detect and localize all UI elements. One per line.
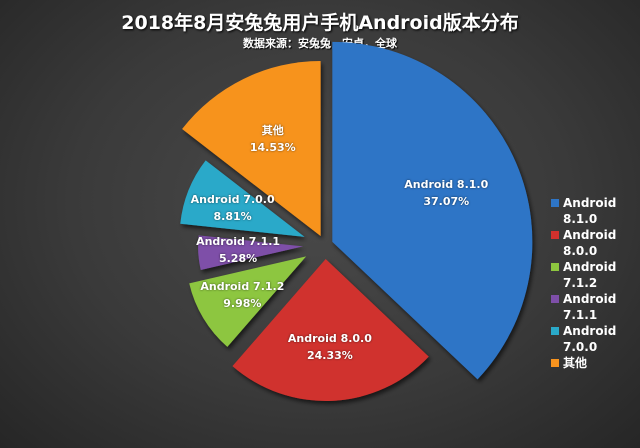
legend-swatch	[551, 199, 559, 207]
legend-swatch	[551, 263, 559, 271]
chart-title: 2018年8月安兔兔用户手机Android版本分布	[121, 12, 519, 34]
pie-slice	[180, 160, 305, 237]
slice-label: Android 7.1.2 9.98%	[187, 278, 297, 312]
legend-label: 其他	[563, 356, 588, 370]
slice-percent: 24.33%	[306, 348, 353, 362]
chart-legend: Android 8.1.0 Android 8.0.0 Android 7.1.2 A…	[551, 195, 640, 371]
slice-label: 其他 14.53%	[218, 122, 328, 156]
slice-name: Android 7.0.0	[190, 192, 275, 206]
slice-name: Android 8.1.0	[404, 177, 489, 191]
pie-slice	[198, 235, 304, 271]
slice-name: Android 7.1.1	[196, 235, 281, 249]
pie-slice	[189, 256, 307, 347]
legend-item: Android 7.0.0	[551, 323, 640, 355]
legend-item: Android 7.1.2	[551, 259, 640, 291]
slice-percent: 5.28%	[218, 252, 258, 266]
slice-label: Android 8.0.0 24.33%	[275, 330, 385, 364]
slice-percent: 37.07%	[423, 194, 470, 208]
legend-label: Android 8.1.0	[563, 196, 617, 226]
slice-label: Android 8.1.0 37.07%	[391, 176, 501, 210]
legend-label: Android 7.1.2	[563, 260, 617, 290]
legend-label: Android 7.1.1	[563, 292, 617, 322]
pie-slice	[182, 61, 321, 237]
slice-name: 其他	[261, 123, 284, 137]
legend-item: Android 8.1.0	[551, 195, 640, 227]
slice-percent: 14.53%	[249, 140, 296, 154]
legend-item: 其他	[551, 355, 640, 371]
slice-label: Android 7.1.1 5.28%	[183, 233, 293, 267]
legend-swatch	[551, 359, 559, 367]
legend-item: Android 8.0.0	[551, 227, 640, 259]
pie-slice	[232, 258, 429, 401]
legend-swatch	[551, 327, 559, 335]
legend-label: Android 7.0.0	[563, 324, 617, 354]
legend-item: Android 7.1.1	[551, 291, 640, 323]
legend-label: Android 8.0.0	[563, 228, 617, 258]
slice-percent: 8.81%	[213, 209, 252, 223]
slice-name: Android 8.0.0	[287, 331, 372, 345]
pie-slice	[332, 41, 533, 380]
slice-name: Android 7.1.2	[200, 279, 285, 293]
slice-label: Android 7.0.0 8.81%	[178, 191, 288, 225]
slice-percent: 9.98%	[223, 296, 262, 310]
legend-swatch	[551, 231, 559, 239]
legend-swatch	[551, 295, 559, 303]
